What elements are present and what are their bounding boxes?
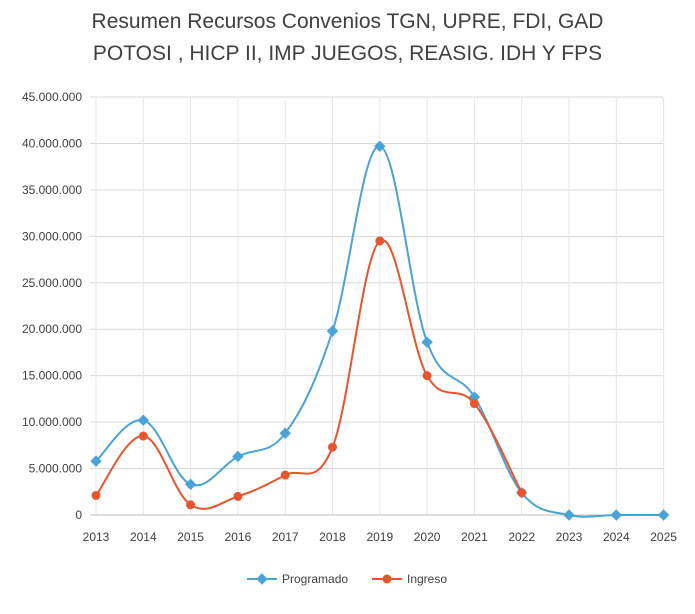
y-tick-label-3: 15.000.000 [22,369,82,383]
axes: 0 5.000.000 10.000.000 15.000.000 20.000.000… [22,90,677,544]
y-tick-label-0: 0 [75,508,82,522]
legend-marker-ingreso [382,574,392,584]
y-tick-label-4: 20.000.000 [22,322,82,336]
legend-marker-programado [256,573,268,585]
y-tick-label-6: 30.000.000 [22,229,82,243]
y-tick-label-5: 25.000.000 [22,276,82,290]
data-point-programado-2018 [326,325,339,337]
data-point-programado-2019 [374,140,386,152]
data-point-programado-2013 [90,455,102,467]
y-tick-label-8: 40.000.000 [22,136,82,150]
y-tick-label-9: 45.000.000 [22,90,82,104]
x-tick-label-8: 2021 [461,530,488,544]
x-tick-label-6: 2019 [366,530,393,544]
data-point-programado-2015 [184,478,197,491]
data-point-ingreso-2013 [91,490,101,500]
legend-label-ingreso: Ingreso [407,572,447,586]
data-point-programado-2014 [137,414,150,426]
data-point-programado-2017 [279,427,291,439]
data-point-ingreso-2015 [186,500,196,510]
chart-title: Resumen Recursos Convenios TGN, UPRE, FD… [0,6,695,70]
x-tick-label-11: 2024 [603,530,630,544]
data-point-ingreso-2020 [422,371,432,381]
data-point-ingreso-2016 [233,491,243,501]
x-tick-label-12: 2025 [650,530,677,544]
gridlines [90,96,665,515]
legend-item-programado: Programado [247,572,348,586]
data-point-ingreso-2014 [138,431,148,441]
data-point-programado-2024 [610,509,623,521]
x-tick-label-0: 2013 [83,530,110,544]
data-point-ingreso-2019 [375,236,385,246]
legend-item-ingreso: Ingreso [372,572,447,586]
x-tick-label-5: 2018 [319,530,346,544]
data-point-programado-2020 [421,336,433,348]
x-tick-label-1: 2014 [130,530,157,544]
data-point-ingreso-2021 [469,399,479,409]
x-tick-label-9: 2022 [508,530,535,544]
chart-title-line-2: POTOSI , HICP II, IMP JUEGOS, REASIG. ID… [92,42,603,65]
x-tick-label-3: 2016 [225,530,252,544]
x-tick-label-2: 2015 [177,530,204,544]
data-point-ingreso-2022 [517,488,527,498]
y-tick-label-2: 10.000.000 [22,415,82,429]
series-lines [90,140,670,521]
x-tick-label-7: 2020 [414,530,441,544]
data-point-programado-2016 [232,450,244,463]
series-programado [90,140,670,521]
chart-title-line-1: Resumen Recursos Convenios TGN, UPRE, FD… [91,10,604,33]
data-point-programado-2023 [563,509,575,521]
data-point-programado-2025 [657,509,670,521]
legend: Programado Ingreso [247,572,447,586]
data-point-ingreso-2018 [328,442,337,452]
y-tick-label-1: 5.000.000 [29,462,83,476]
x-tick-label-10: 2023 [556,530,583,544]
x-tick-label-4: 2017 [272,530,299,544]
y-tick-label-7: 35.000.000 [22,183,82,197]
data-point-ingreso-2017 [280,470,290,480]
legend-label-programado: Programado [282,572,348,586]
series-ingreso [91,236,527,510]
